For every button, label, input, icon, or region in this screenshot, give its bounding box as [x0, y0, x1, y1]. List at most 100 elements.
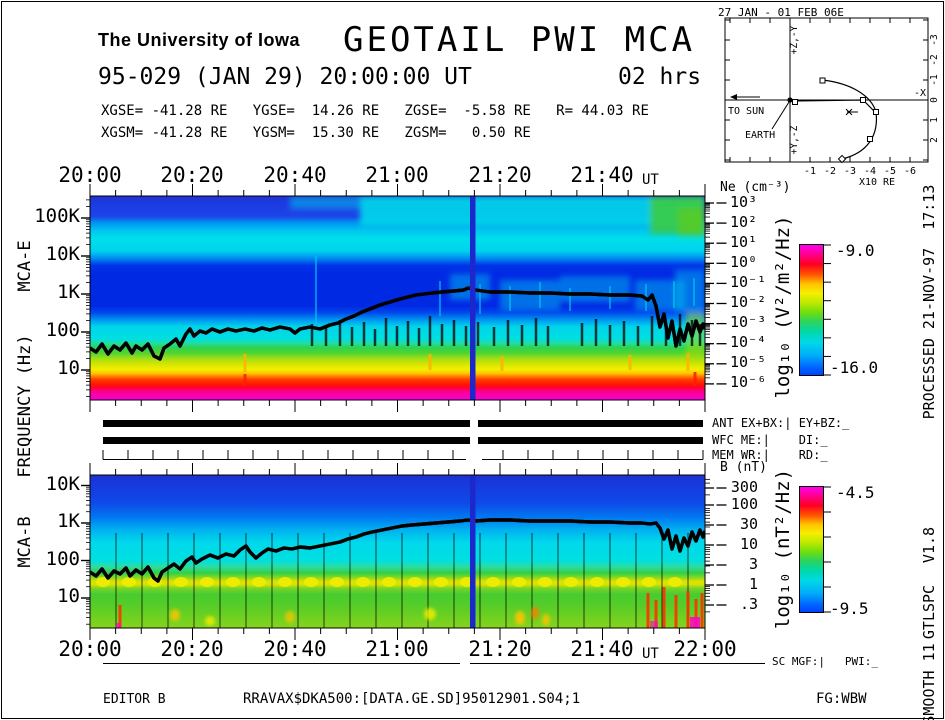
b-scale-title: B (nT) [720, 460, 767, 475]
orbit-x-tick-labels: -1 -2 -3 -4 -5 -6 [804, 166, 916, 177]
time-label-bottom: 20:40 [263, 637, 327, 661]
orbit-scale-label: X10 RE [859, 177, 895, 188]
coords-gsm: XGSM= -41.28 RE YGSM= 15.30 RE ZGSM= 0.5… [101, 125, 531, 141]
mca-b-colorbar [799, 486, 824, 613]
time-label-top: 21:00 [365, 163, 429, 187]
ne-tick-label: 10⁻³ [730, 313, 767, 331]
sc-status-label: SC MGF:| PWI:_ [772, 655, 878, 668]
sc-status-line [470, 663, 765, 664]
mca-b-spectrogram [90, 475, 705, 628]
time-label-bottom: 21:00 [365, 637, 429, 661]
svg-text:-3: -3 [929, 34, 940, 45]
mca-b-data-gap-line [470, 475, 476, 628]
ut-label-top: UT [642, 172, 659, 188]
freq-tick-label: 10K [45, 473, 80, 495]
svg-text:-5: -5 [884, 166, 896, 177]
coords-gse: XGSE= -41.28 RE YGSE= 14.26 RE ZGSE= -5.… [101, 103, 649, 119]
svg-text:-4: -4 [864, 166, 876, 177]
orbit-markers [792, 77, 879, 164]
orbit-box [724, 17, 929, 163]
b-tick-label: 100 [730, 495, 758, 513]
wfc-status-label: WFC ME:| DI:_ [712, 433, 828, 447]
time-label-top: 21:20 [468, 163, 532, 187]
earth-label: EARTH [745, 130, 775, 141]
svg-text:0: 0 [929, 97, 940, 103]
orbit-x-marker [845, 108, 858, 116]
freq-tick-label: 10 [57, 357, 80, 379]
orbit-title: 27 JAN - 01 FEB 06E [718, 6, 844, 19]
mca-e-spectrogram [90, 196, 705, 400]
b-tick-label: 30 [739, 515, 758, 533]
b-tick-label: 10 [739, 535, 758, 553]
orbit-axis-bottom-label: +Y,-Z [789, 125, 800, 154]
mca-e-colorbar [799, 244, 824, 376]
earth-pointer-line [771, 101, 790, 130]
plot-title: GEOTAIL PWI MCA [343, 20, 696, 60]
mca-e-colorbar-min: -16.0 [830, 358, 879, 377]
mca-b-yellow-beads [96, 577, 682, 587]
ne-tick-label: 10² [730, 213, 758, 231]
freq-tick-label: 100 [45, 319, 80, 341]
earth-dot [787, 97, 793, 103]
svg-text:-2: -2 [824, 166, 836, 177]
svg-text:-2: -2 [929, 54, 940, 65]
freq-tick-label: 100 [45, 548, 80, 570]
b-tick-label: 1 [748, 575, 758, 593]
to-sun-label: TO SUN [728, 106, 764, 117]
mca-b-colorbar-min: -9.5 [830, 599, 869, 618]
ne-tick-label: 10¹ [730, 233, 758, 251]
orbit-trajectory-arc [821, 79, 878, 160]
time-label-top: 20:00 [58, 163, 122, 187]
sc-status-line [103, 663, 460, 664]
ut-label-bottom: UT [642, 646, 659, 662]
svg-text:-1: -1 [804, 166, 816, 177]
mca-b-colorbar-max: -4.5 [836, 483, 875, 502]
b-tick-label: .3 [739, 595, 758, 613]
freq-tick-label: 1K [57, 281, 80, 303]
ne-tick-label: 10⁰ [730, 253, 758, 271]
ant-status-bar [478, 420, 703, 427]
wfc-status-bar [103, 437, 470, 444]
time-label-bottom: 20:00 [58, 637, 122, 661]
orbit-y-tick-labels: -3 -2 -1 0 1 2 [929, 34, 940, 143]
orbit-axis-right-label: -X [914, 88, 926, 99]
freq-tick-label: 10 [57, 585, 80, 607]
orbit-inset: 27 JAN - 01 FEB 06E +Z,-Y +Y,-Z -X TO SU… [718, 6, 940, 188]
ant-status-label: ANT EX+BX:| EY+BZ:_ [712, 416, 850, 430]
svg-text:2: 2 [929, 137, 940, 143]
svg-text:1: 1 [929, 117, 940, 123]
b-tick-label: 300 [730, 478, 758, 496]
ne-tick-label: 10⁻⁵ [730, 353, 767, 371]
duration-label: 02 hrs [618, 64, 702, 90]
orbit-axis-top-label: +Z,-Y [789, 25, 800, 54]
fg-label: FG:WBW [816, 691, 867, 707]
mem-status-label: MEM WR:| RD:_ [712, 448, 828, 462]
ant-status-bar [103, 420, 470, 427]
freq-tick-label: 100K [34, 205, 80, 227]
date-line: 95-029 (JAN 29) 20:00:00 UT [98, 64, 472, 90]
ne-scale-title: Ne (cm⁻³) [720, 180, 791, 195]
source-file-path: RRAVAX$DKA500:[DATA.GE.SD]95012901.S04;1 [243, 691, 581, 707]
smooth-stamp: SMOOTH 11 [920, 643, 938, 720]
mca-e-colorbar-max: -9.0 [836, 241, 875, 260]
time-label-top: 20:40 [263, 163, 327, 187]
time-label-end: 22:00 [673, 637, 737, 661]
svg-text:-1: -1 [929, 74, 940, 86]
time-label-bottom: 21:40 [570, 637, 634, 661]
ne-tick-label: 10⁻⁶ [730, 373, 767, 391]
institution-label: The University of Iowa [98, 30, 301, 50]
svg-text:-6: -6 [904, 166, 916, 177]
svg-text:-3: -3 [844, 166, 856, 177]
ne-tick-label: 10³ [730, 193, 758, 211]
ne-tick-label: 10⁻² [730, 293, 767, 311]
freq-tick-label: 10K [45, 243, 80, 265]
mca-e-data-gap-line [470, 196, 476, 400]
mca-b-panel-label: MCA-B [15, 516, 35, 568]
time-label-bottom: 21:20 [468, 637, 532, 661]
time-label-bottom: 20:20 [160, 637, 224, 661]
mca-b-heatmap-base [90, 475, 705, 628]
to-sun-arrowhead [730, 94, 737, 100]
b-tick-label: 3 [748, 555, 758, 573]
time-label-top: 21:40 [570, 163, 634, 187]
